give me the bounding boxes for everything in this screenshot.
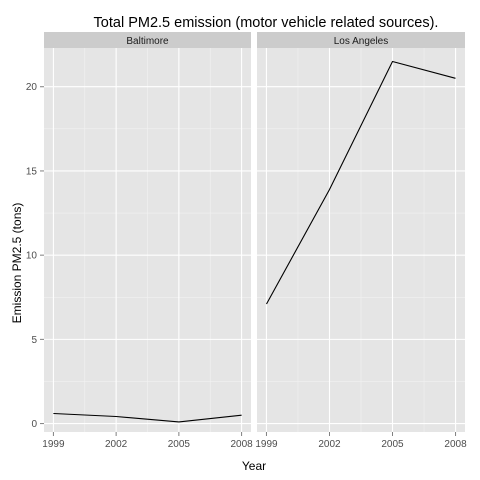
facet-los-angeles: Los Angeles xyxy=(257,32,465,432)
y-tick-label: 15 xyxy=(26,166,38,177)
facet-panels: Baltimore Los Angeles xyxy=(44,32,465,432)
x-tick-label: 2002 xyxy=(318,439,341,450)
series-line-baltimore xyxy=(53,412,242,423)
x-tick-label: 2005 xyxy=(168,439,191,450)
series-line-los-angeles xyxy=(266,60,456,305)
x-tick-labels: 1999 2002 2005 2008 1999 2002 2005 2008 xyxy=(42,432,467,450)
strip-background xyxy=(257,32,465,48)
facet-baltimore: Baltimore xyxy=(44,32,251,432)
y-tick-label: 0 xyxy=(31,419,37,430)
y-tick-labels: 0 5 10 15 20 xyxy=(26,82,44,430)
x-axis-title: Year xyxy=(242,459,266,473)
x-tick-label: 2008 xyxy=(230,439,253,450)
strip-label-baltimore: Baltimore xyxy=(126,36,169,47)
y-tick-label: 20 xyxy=(26,82,38,93)
x-tick-label: 1999 xyxy=(255,439,278,450)
x-tick-label: 1999 xyxy=(42,439,65,450)
x-tick-label: 2005 xyxy=(381,439,404,450)
x-tick-label: 2008 xyxy=(444,439,467,450)
chart-title: Total PM2.5 emission (motor vehicle rela… xyxy=(94,15,439,31)
y-axis-title: Emission PM2.5 (tons) xyxy=(10,203,24,324)
y-tick-label: 5 xyxy=(31,335,37,346)
strip-background xyxy=(44,32,251,48)
x-tick-label: 2002 xyxy=(105,439,128,450)
strip-label-los-angeles: Los Angeles xyxy=(334,36,389,47)
y-tick-label: 10 xyxy=(26,251,38,262)
